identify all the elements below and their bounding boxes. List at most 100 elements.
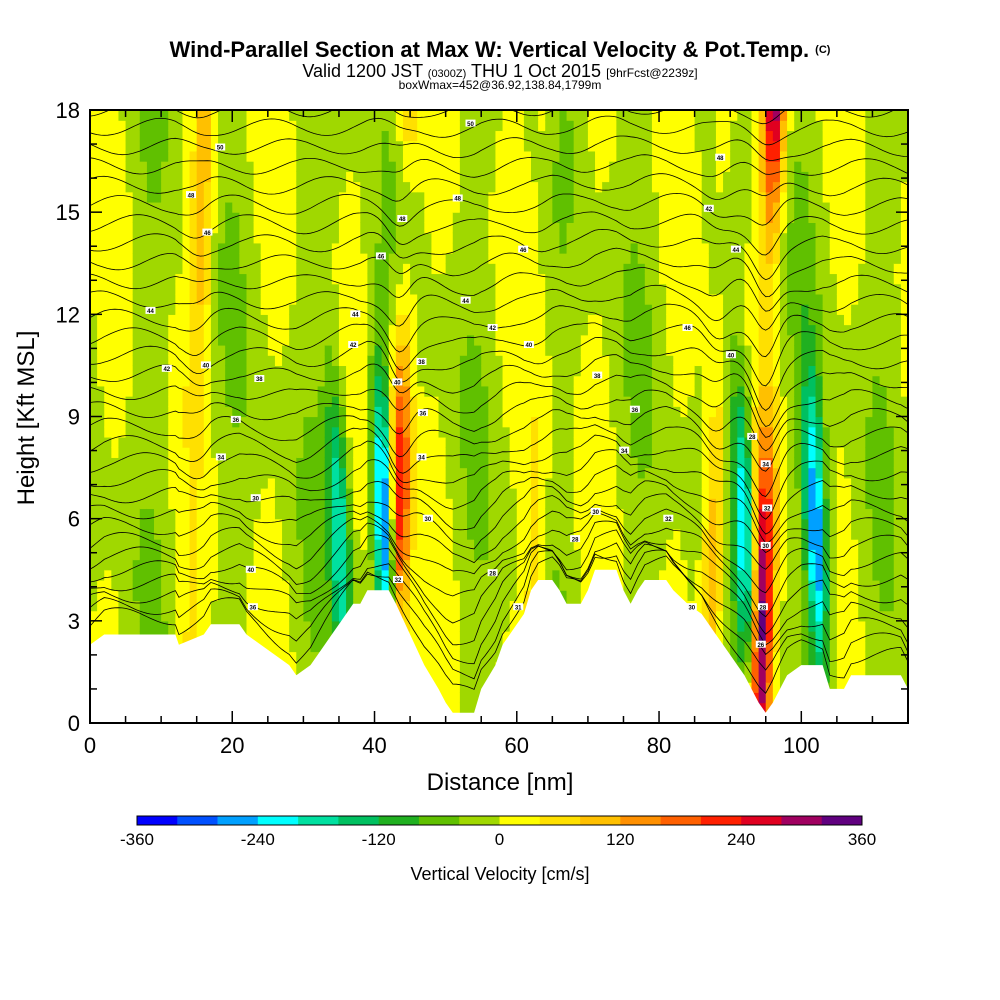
field-cell xyxy=(388,212,397,223)
field-cell xyxy=(175,120,184,132)
field-cell xyxy=(324,191,333,203)
field-cell xyxy=(324,620,333,632)
field-cell xyxy=(353,253,361,264)
field-cell xyxy=(459,130,468,142)
field-cell xyxy=(566,416,575,428)
field-cell xyxy=(381,385,390,397)
field-cell xyxy=(595,488,603,499)
field-cell xyxy=(410,191,418,203)
field-cell xyxy=(218,283,226,295)
field-cell xyxy=(395,140,404,152)
field-cell xyxy=(139,222,148,234)
field-cell xyxy=(132,549,141,561)
field-cell xyxy=(573,426,582,438)
field-cell xyxy=(509,161,518,172)
field-cell xyxy=(445,273,454,285)
field-cell xyxy=(402,385,411,397)
field-cell xyxy=(225,600,233,612)
field-cell xyxy=(445,692,454,704)
field-cell xyxy=(154,150,162,162)
field-cell xyxy=(452,579,461,591)
field-cell xyxy=(196,447,205,458)
field-cell xyxy=(580,232,589,244)
field-cell xyxy=(132,140,141,152)
field-cell xyxy=(381,375,390,387)
field-cell xyxy=(516,140,525,152)
field-cell xyxy=(438,385,447,397)
field-cell xyxy=(431,314,440,326)
field-cell xyxy=(274,161,283,172)
field-cell xyxy=(438,150,447,162)
field-cell xyxy=(239,222,248,234)
field-cell xyxy=(580,385,589,397)
field-cell xyxy=(203,498,212,510)
field-cell xyxy=(431,396,440,407)
field-cell xyxy=(282,130,290,142)
field-cell xyxy=(246,355,255,367)
field-cell xyxy=(118,110,127,121)
field-cell xyxy=(616,426,625,438)
field-cell xyxy=(310,191,319,203)
field-cell xyxy=(438,212,447,223)
field-cell xyxy=(246,457,255,469)
field-cell xyxy=(666,263,674,275)
field-cell xyxy=(196,365,205,377)
field-cell xyxy=(90,396,98,407)
field-cell xyxy=(374,293,383,305)
field-cell xyxy=(402,375,411,387)
field-cell xyxy=(552,436,561,448)
field-cell xyxy=(367,467,376,479)
field-cell xyxy=(189,539,198,550)
field-cell xyxy=(317,498,326,510)
field-cell xyxy=(673,488,681,499)
field-cell xyxy=(317,232,326,244)
field-cell xyxy=(274,201,283,213)
field-cell xyxy=(331,161,340,172)
field-cell xyxy=(175,273,184,285)
field-cell xyxy=(260,293,269,305)
field-cell xyxy=(196,539,205,550)
field-cell xyxy=(374,273,383,285)
field-cell xyxy=(289,416,297,428)
field-cell xyxy=(324,579,333,591)
field-cell xyxy=(324,549,333,561)
field-cell xyxy=(97,436,105,448)
field-cell xyxy=(253,120,262,132)
field-cell xyxy=(659,181,667,193)
field-cell xyxy=(139,181,148,193)
field-cell xyxy=(616,457,625,469)
field-cell xyxy=(296,641,304,653)
field-cell xyxy=(623,375,632,387)
field-cell xyxy=(410,559,418,571)
field-cell xyxy=(111,171,120,183)
field-cell xyxy=(360,263,369,275)
field-cell xyxy=(118,120,127,132)
field-cell xyxy=(353,140,361,152)
field-cell xyxy=(154,396,162,407)
field-cell xyxy=(310,436,319,448)
field-cell xyxy=(239,569,248,581)
field-cell xyxy=(189,201,198,213)
field-cell xyxy=(317,416,326,428)
field-cell xyxy=(317,293,326,305)
field-cell xyxy=(324,385,333,397)
field-cell xyxy=(196,253,205,264)
field-cell xyxy=(538,253,546,264)
field-cell xyxy=(182,528,191,540)
field-cell xyxy=(417,477,425,489)
field-cell xyxy=(623,201,632,213)
field-cell xyxy=(260,457,269,469)
field-cell xyxy=(595,416,603,428)
field-cell xyxy=(637,426,646,438)
field-cell xyxy=(282,191,290,203)
field-cell xyxy=(111,150,120,162)
field-cell xyxy=(580,181,589,193)
field-cell xyxy=(338,222,347,234)
field-cell xyxy=(118,201,127,213)
field-cell xyxy=(623,212,632,223)
field-cell xyxy=(225,212,233,223)
field-cell xyxy=(424,436,433,448)
field-cell xyxy=(424,385,433,397)
field-cell xyxy=(189,467,198,479)
field-cell xyxy=(338,518,347,530)
